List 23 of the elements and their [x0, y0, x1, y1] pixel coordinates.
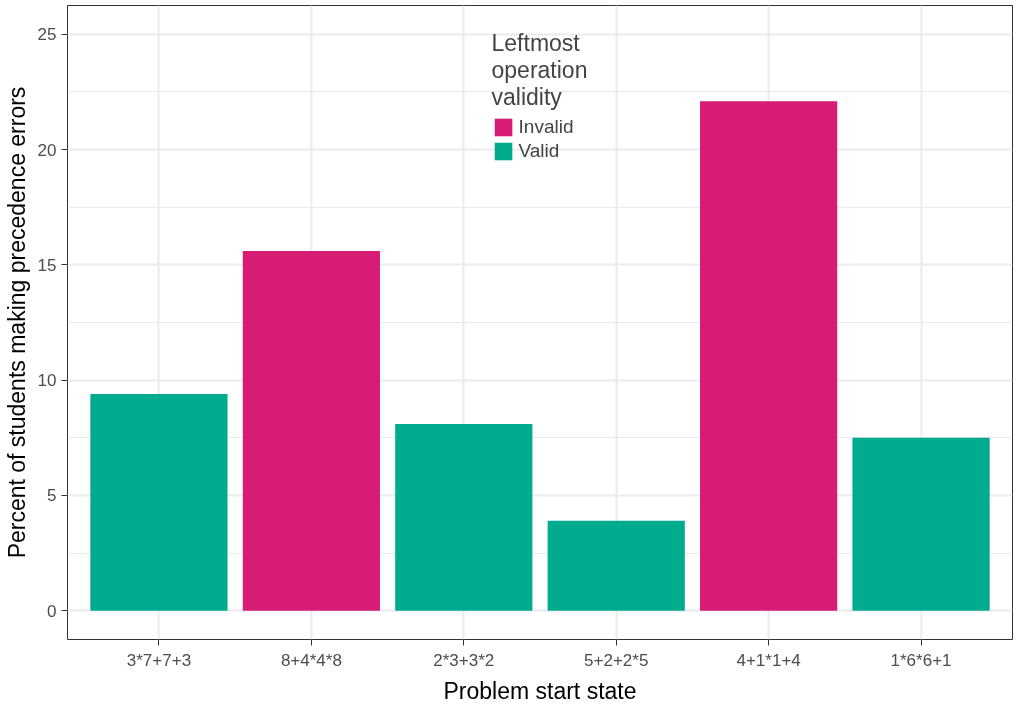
x-axis-title: Problem start state: [443, 677, 637, 704]
bar: [242, 251, 380, 611]
bar: [90, 393, 228, 611]
y-tick-label: 0: [47, 601, 57, 621]
legend-label: Invalid: [518, 116, 574, 138]
bar: [700, 101, 838, 611]
y-tick-label: 20: [37, 140, 57, 160]
y-axis-title: Percent of students making precedence errors: [3, 86, 30, 559]
x-tick-label: 8+4*4*8: [280, 650, 342, 670]
legend-label: Valid: [518, 140, 560, 162]
y-tick-label: 15: [37, 255, 57, 275]
bar: [395, 423, 533, 611]
x-tick-label: 2*3+3*2: [433, 650, 495, 670]
y-tick-label: 5: [47, 486, 57, 506]
legend-title: Leftmost operation validity: [491, 30, 588, 111]
x-tick-label: 3*7+7+3: [126, 650, 192, 670]
y-tick-label: 10: [37, 371, 57, 391]
bar: [547, 520, 685, 611]
x-tick-label: 1*6*6+1: [890, 650, 952, 670]
x-tick-label: 5+2+2*5: [584, 650, 649, 670]
x-tick-label: 4+1*1+4: [736, 650, 801, 670]
bar: [852, 437, 990, 611]
y-tick-label: 25: [37, 25, 57, 45]
